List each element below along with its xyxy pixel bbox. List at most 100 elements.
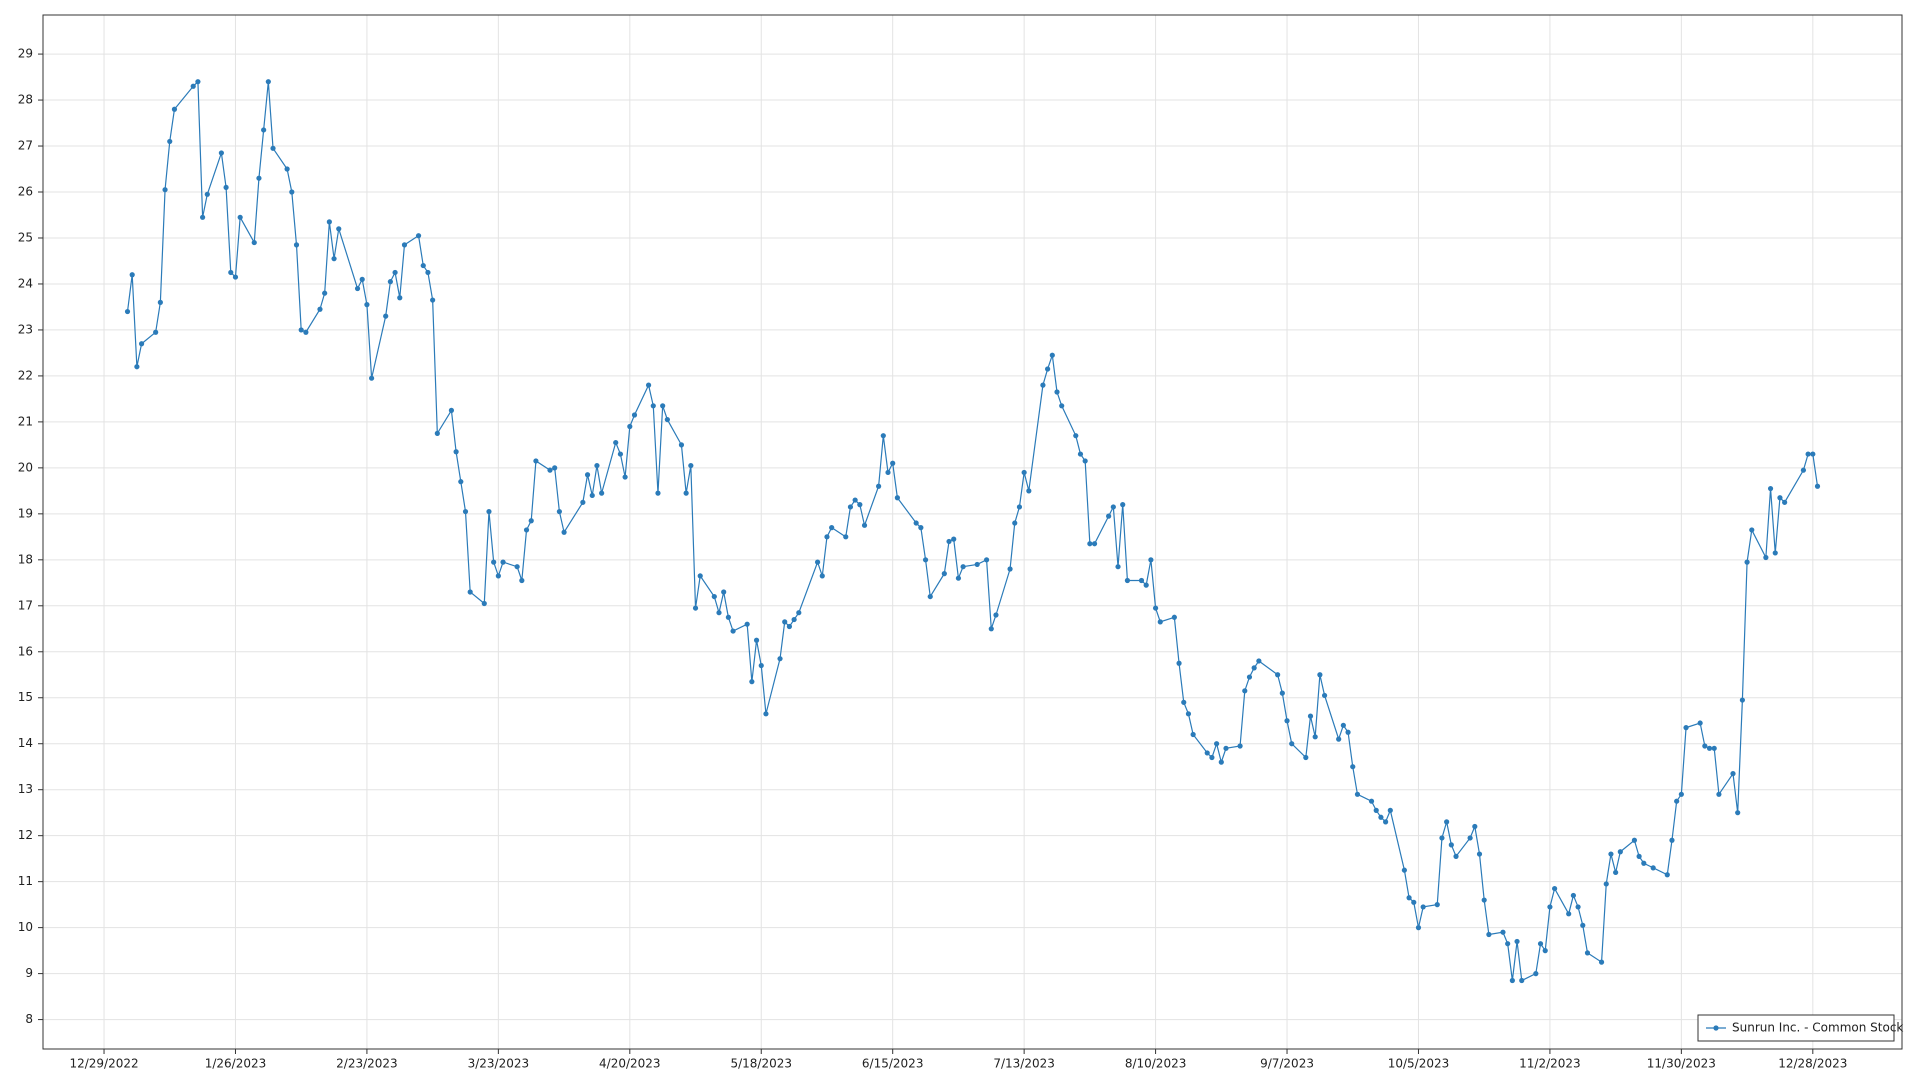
data-point — [941, 571, 947, 577]
data-point — [383, 313, 389, 319]
data-point — [134, 364, 140, 370]
data-point — [195, 79, 201, 85]
data-point — [514, 564, 520, 570]
data-point — [1777, 495, 1783, 501]
data-point — [1706, 745, 1713, 751]
data-point — [1603, 881, 1609, 887]
y-tick-label: 12 — [18, 828, 33, 842]
data-point — [786, 623, 793, 630]
x-tick-label: 2/23/2023 — [336, 1057, 398, 1071]
data-point — [556, 508, 562, 515]
data-point — [204, 191, 210, 197]
y-tick-label: 23 — [18, 322, 33, 336]
data-point — [927, 593, 933, 600]
data-point — [1148, 557, 1154, 563]
data-point — [1021, 469, 1027, 476]
data-point — [153, 329, 159, 335]
data-point — [1810, 451, 1816, 457]
data-point — [331, 256, 337, 262]
data-point — [721, 589, 727, 595]
data-point — [1016, 504, 1023, 510]
data-point — [1411, 899, 1417, 905]
data-point — [162, 187, 168, 193]
data-point — [1106, 513, 1112, 519]
data-point — [317, 306, 323, 312]
data-point — [237, 214, 243, 220]
data-point — [913, 520, 919, 526]
data-point — [420, 262, 426, 269]
data-point — [960, 564, 966, 570]
data-point — [1040, 382, 1046, 388]
data-point — [1542, 948, 1548, 954]
data-point — [392, 269, 398, 276]
data-point — [1505, 941, 1511, 947]
data-point — [683, 490, 689, 496]
y-tick-label: 14 — [18, 736, 33, 750]
data-point — [1702, 743, 1708, 749]
data-point — [753, 637, 760, 643]
data-point — [1406, 895, 1412, 901]
data-point — [1575, 904, 1581, 910]
data-point — [232, 274, 239, 280]
y-tick-label: 19 — [18, 506, 33, 520]
data-point — [688, 462, 694, 469]
data-point — [1317, 672, 1323, 678]
data-point — [495, 573, 501, 579]
x-tick-label: 1/26/2023 — [205, 1057, 267, 1071]
data-point — [1439, 835, 1445, 841]
data-point — [298, 327, 304, 333]
data-point — [1120, 502, 1126, 508]
legend-marker — [1713, 1025, 1719, 1031]
data-point — [1091, 541, 1098, 547]
data-point — [1045, 366, 1051, 372]
data-point — [1185, 711, 1192, 717]
data-point — [876, 483, 882, 489]
data-point — [791, 616, 797, 623]
y-tick-label: 25 — [18, 230, 33, 244]
data-point — [1256, 658, 1262, 664]
x-tick-label: 5/18/2023 — [730, 1057, 792, 1071]
x-tick-label: 4/20/2023 — [599, 1057, 661, 1071]
data-point — [453, 449, 459, 455]
data-point — [796, 610, 802, 616]
legend-label: Sunrun Inc. - Common Stock — [1732, 1021, 1903, 1035]
data-point — [1805, 451, 1811, 457]
data-point — [1500, 929, 1506, 935]
data-point — [955, 575, 962, 581]
data-point — [627, 423, 633, 430]
data-point — [692, 605, 699, 611]
data-point — [1237, 743, 1243, 749]
data-point — [1214, 741, 1220, 747]
y-tick-label: 16 — [18, 644, 33, 658]
data-point — [1007, 566, 1013, 572]
data-point — [1087, 541, 1093, 547]
x-tick-label: 8/10/2023 — [1125, 1057, 1187, 1071]
data-point — [284, 166, 290, 172]
data-point — [1012, 520, 1018, 526]
data-point — [763, 711, 769, 717]
data-point — [1617, 849, 1623, 855]
data-point — [1453, 853, 1459, 859]
data-point — [190, 83, 196, 89]
data-point — [1124, 577, 1131, 584]
data-point — [1176, 660, 1182, 666]
data-point — [1077, 451, 1084, 457]
data-point — [1368, 798, 1375, 804]
data-point — [1613, 869, 1619, 876]
data-point — [1580, 922, 1586, 928]
y-tick-label: 28 — [18, 93, 33, 107]
data-point — [918, 525, 924, 531]
data-point — [1519, 977, 1525, 984]
data-point — [200, 214, 206, 220]
series-line — [126, 80, 1819, 982]
data-point — [1115, 564, 1121, 570]
data-point — [251, 239, 257, 246]
y-tick-label: 27 — [18, 139, 33, 153]
data-point — [1814, 483, 1821, 489]
data-point — [1354, 791, 1361, 797]
data-point — [655, 490, 661, 496]
x-tick-label: 6/15/2023 — [862, 1057, 924, 1071]
data-point — [1552, 885, 1558, 892]
data-point — [645, 382, 652, 388]
data-point — [1467, 835, 1473, 841]
